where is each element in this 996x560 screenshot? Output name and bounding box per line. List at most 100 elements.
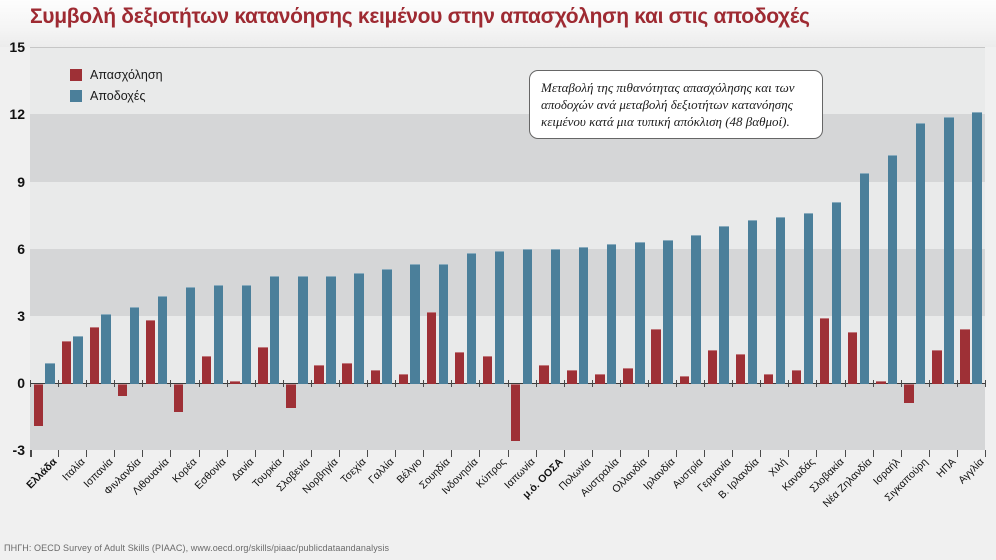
bottom-tick: [619, 450, 621, 458]
grid-band: [30, 114, 985, 182]
earnings-bar: [663, 239, 673, 385]
employment-bar: [286, 384, 296, 408]
employment-bar: [482, 356, 493, 385]
earnings-bar: [270, 275, 280, 385]
earnings-bar: [73, 336, 83, 385]
bottom-tick: [591, 450, 593, 458]
category-tick: [451, 380, 453, 388]
bottom-tick: [451, 450, 453, 458]
bottom-tick: [956, 450, 958, 458]
earnings-bar: [691, 235, 701, 385]
employment-bar: [623, 367, 633, 385]
earnings-bar: [326, 275, 336, 385]
earnings-bar: [45, 363, 55, 385]
earnings-bar: [831, 201, 842, 385]
plot-top-border: [30, 47, 985, 49]
bottom-tick: [704, 450, 706, 458]
annotation-box: Μεταβολή της πιθανότητας απασχόλησης και…: [529, 70, 823, 140]
y-axis-label: 3: [17, 308, 25, 324]
employment-bar: [145, 320, 156, 385]
bottom-tick: [760, 450, 762, 458]
employment-bar: [398, 374, 409, 385]
bottom-tick: [647, 450, 649, 458]
y-axis-label: 15: [9, 39, 25, 56]
earnings-bar: [887, 154, 898, 385]
bottom-tick: [563, 450, 565, 458]
category-tick: [226, 380, 228, 388]
category-tick: [423, 380, 425, 388]
category-tick: [704, 380, 706, 388]
bottom-tick: [844, 450, 846, 458]
category-tick: [58, 380, 60, 388]
category-tick: [563, 380, 565, 388]
employment-bar: [567, 369, 577, 385]
category-tick: [535, 380, 537, 388]
grid-band: [30, 316, 985, 384]
bottom-tick: [732, 450, 734, 458]
grid-band: [30, 248, 985, 316]
category-tick: [591, 380, 593, 388]
employment-bar: [173, 384, 184, 413]
earnings-bar: [775, 217, 785, 385]
earnings-bar: [522, 248, 533, 385]
bottom-tick: [226, 450, 228, 458]
source-note: ΠΗΓΗ: OECD Survey of Adult Skills (PIAAC…: [4, 543, 390, 553]
bottom-tick: [395, 450, 397, 458]
employment-bar: [595, 374, 605, 385]
bottom-tick: [928, 450, 930, 458]
bottom-tick: [114, 450, 116, 458]
bottom-tick: [423, 450, 425, 458]
legend-label-earnings: Αποδοχές: [90, 89, 146, 103]
category-tick: [254, 380, 256, 388]
y-axis-label: -3: [12, 442, 25, 459]
earnings-bar: [494, 251, 505, 385]
bottom-tick: [535, 450, 537, 458]
employment-bar: [454, 351, 465, 385]
employment-bar: [117, 384, 128, 397]
earnings-bar: [298, 275, 308, 385]
employment-bar: [876, 380, 886, 385]
earnings-bar: [354, 273, 364, 385]
category-tick: [30, 380, 31, 388]
category-tick: [900, 380, 902, 388]
legend-item-employment: Απασχόληση: [70, 68, 163, 82]
employment-swatch-icon: [70, 69, 82, 81]
employment-bar: [230, 380, 240, 385]
employment-bar: [651, 329, 661, 385]
category-tick: [816, 380, 818, 388]
chart-legend: Απασχόληση Αποδοχές: [70, 68, 163, 110]
category-tick: [479, 380, 481, 388]
category-tick: [170, 380, 172, 388]
category-tick: [760, 380, 762, 388]
category-tick: [114, 380, 116, 388]
employment-bar: [679, 376, 689, 385]
employment-bar: [539, 365, 549, 385]
bottom-tick: [142, 450, 144, 458]
category-tick: [338, 380, 340, 388]
bottom-tick: [58, 450, 60, 458]
category-tick: [647, 380, 649, 388]
page-title: Συμβολή δεξιοτήτων κατανόησης κειμένου σ…: [30, 5, 810, 28]
bottom-tick: [985, 450, 986, 458]
employment-bar: [819, 318, 830, 385]
employment-bar: [904, 384, 914, 404]
bottom-tick: [816, 450, 818, 458]
bottom-tick: [788, 450, 790, 458]
category-tick: [732, 380, 734, 388]
category-tick: [872, 380, 874, 388]
employment-bar: [370, 369, 380, 385]
legend-item-earnings: Αποδοχές: [70, 89, 163, 103]
earnings-bar: [972, 112, 982, 385]
category-tick: [142, 380, 144, 388]
bottom-tick: [198, 450, 200, 458]
employment-bar: [314, 365, 324, 385]
earnings-bar: [803, 212, 814, 385]
category-tick: [619, 380, 621, 388]
grid-band: [30, 47, 985, 115]
grid-band: [30, 383, 985, 451]
legend-label-employment: Απασχόληση: [90, 68, 163, 82]
y-axis-label: 9: [17, 173, 25, 190]
category-tick: [956, 380, 958, 388]
category-tick: [928, 380, 930, 388]
